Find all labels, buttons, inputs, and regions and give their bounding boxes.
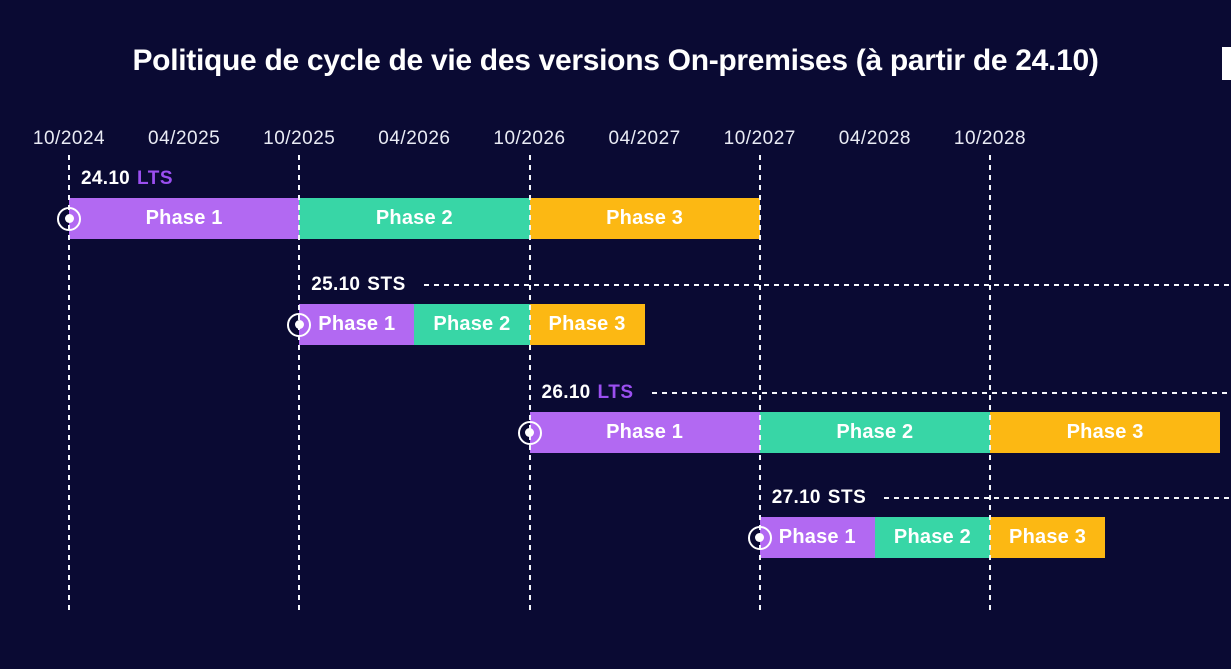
release-start-dot xyxy=(64,214,74,223)
phase-bar-phase-3: Phase 3 xyxy=(529,304,645,345)
release-row-header: 24.10 LTS xyxy=(81,167,1231,191)
release-channel-tag: STS xyxy=(367,274,406,295)
phase-bar-phase-1: Phase 1 xyxy=(299,304,415,345)
release-start-marker-icon xyxy=(517,420,542,445)
release-start-marker-icon xyxy=(57,206,81,231)
row-trailing-dashed-line xyxy=(423,284,1231,286)
phase-bar-label: Phase 1 xyxy=(318,313,396,335)
release-start-dot xyxy=(755,533,765,542)
release-start-marker-icon xyxy=(287,312,312,337)
phase-bar-phase-1: Phase 1 xyxy=(69,198,300,239)
vertical-gridline xyxy=(528,155,531,612)
phase-bar-label: Phase 2 xyxy=(836,421,914,443)
text-caret xyxy=(1222,47,1231,80)
phase-bar-label: Phase 1 xyxy=(145,207,223,229)
phase-bar-phase-1: Phase 1 xyxy=(759,517,875,558)
axis-tick-label: 04/2026 xyxy=(378,128,451,149)
axis-tick-label: 04/2025 xyxy=(148,128,221,149)
phase-bar-phase-3: Phase 3 xyxy=(529,198,760,239)
row-trailing-dashed-line xyxy=(884,497,1231,499)
release-channel-tag: LTS xyxy=(137,168,174,189)
phase-bar-label: Phase 3 xyxy=(1009,526,1087,548)
release-row-header: 26.10 LTS xyxy=(542,381,1231,405)
axis-tick-label: 10/2027 xyxy=(723,128,796,149)
release-start-marker-icon xyxy=(747,525,772,550)
page-title: Politique de cycle de vie des versions O… xyxy=(132,44,1099,77)
phase-bar-phase-3: Phase 3 xyxy=(990,517,1106,558)
phase-bar-label: Phase 3 xyxy=(606,207,684,229)
release-row-header: 27.10 STS xyxy=(772,486,1231,510)
axis-tick-label: 10/2028 xyxy=(953,128,1027,149)
phase-bar-label: Phase 2 xyxy=(433,313,511,335)
phase-bar-phase-2: Phase 2 xyxy=(759,412,990,453)
release-row-header: 25.10 STS xyxy=(311,273,1231,297)
release-version-label: 27.10 xyxy=(771,487,821,508)
phase-bar-label: Phase 3 xyxy=(1066,421,1144,443)
phase-bar-label: Phase 3 xyxy=(548,313,626,335)
row-trailing-dashed-line xyxy=(651,392,1231,394)
release-version-label: 26.10 xyxy=(541,382,591,403)
axis-tick-label: 10/2025 xyxy=(263,128,336,149)
axis-tick-label: 10/2026 xyxy=(493,128,566,149)
vertical-gridline xyxy=(989,155,991,612)
vertical-gridline xyxy=(68,155,70,612)
phase-bar-label: Phase 1 xyxy=(606,421,684,443)
phase-bar-label: Phase 2 xyxy=(375,207,453,229)
phase-bar-phase-2: Phase 2 xyxy=(414,304,530,345)
phase-bar-phase-1: Phase 1 xyxy=(529,412,760,453)
release-channel-tag: LTS xyxy=(597,382,634,403)
release-channel-tag: STS xyxy=(827,487,867,508)
vertical-gridline xyxy=(758,155,761,612)
phase-bar-phase-2: Phase 2 xyxy=(299,198,530,239)
phase-bar-phase-2: Phase 2 xyxy=(874,517,990,558)
release-start-dot xyxy=(525,428,534,437)
release-start-dot xyxy=(294,320,304,329)
vertical-gridline xyxy=(298,155,301,612)
axis-tick-label: 04/2028 xyxy=(838,128,911,149)
release-version-label: 25.10 xyxy=(311,274,361,295)
phase-bar-phase-3: Phase 3 xyxy=(990,412,1221,453)
phase-bar-label: Phase 2 xyxy=(893,526,971,548)
axis-tick-label: 04/2027 xyxy=(608,128,681,149)
release-version-label: 24.10 xyxy=(81,168,131,189)
axis-tick-label: 10/2024 xyxy=(32,128,106,149)
phase-bar-label: Phase 1 xyxy=(778,526,856,548)
